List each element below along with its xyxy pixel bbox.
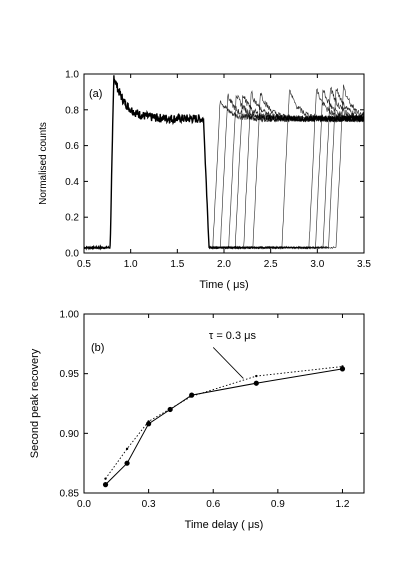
b-y-tick-label: 0.95	[60, 369, 80, 380]
panel-a-y-ticks: 0.0 0.2 0.4 0.6 0.8 1.0	[65, 70, 364, 260]
a-y-tick-label: 0.6	[65, 141, 79, 152]
a-x-tick-label: 0.5	[77, 259, 91, 270]
panel-b-y-ticks: 0.85 0.90 0.95 1.00	[60, 310, 364, 500]
panel-a-y-axis-label: Normalised counts	[38, 122, 49, 205]
b-x-tick-label: 0.6	[206, 499, 220, 510]
panel-b-measured-point	[253, 380, 259, 386]
panel-a-second-pulse-trace	[208, 84, 365, 250]
a-y-tick-label: 0.2	[65, 213, 79, 224]
a-y-tick-label: 0.8	[65, 105, 79, 116]
a-x-tick-label: 3.0	[310, 259, 324, 270]
b-x-tick-label: 0.3	[142, 499, 156, 510]
panel-b-fit-point	[125, 447, 129, 451]
panel-b-measured-point	[102, 482, 109, 488]
panel-a-label: (a)	[89, 88, 102, 100]
b-y-tick-label: 0.85	[60, 489, 80, 500]
panel-b-measured-point	[167, 406, 173, 413]
a-y-tick-label: 0.4	[65, 177, 79, 188]
a-y-tick-label: 1.0	[65, 70, 79, 81]
a-x-tick-label: 3.5	[357, 259, 371, 270]
panel-b-measured-point	[339, 366, 346, 372]
panel-b-y-axis-label: Second peak recovery	[29, 348, 41, 458]
panel-b: 0.0 0.3 0.6 0.9 1.2 0.85 0.90 0.95 1.00 τ = 0.3…	[29, 310, 365, 531]
panel-b-fit-line	[105, 366, 343, 479]
a-y-tick-label: 0.0	[65, 249, 79, 260]
panel-b-annotation-pointer	[212, 347, 244, 379]
panel-b-frame	[83, 313, 365, 494]
b-x-tick-label: 1.2	[336, 499, 350, 510]
panel-b-measured-point	[189, 392, 195, 398]
b-y-tick-label: 1.00	[60, 310, 80, 321]
panel-b-x-axis-label: Time delay ( μs)	[185, 519, 264, 531]
panel-b-label: (b)	[91, 342, 104, 354]
panel-a-traces	[83, 75, 365, 251]
a-x-tick-label: 1.5	[170, 259, 184, 270]
a-x-tick-label: 2.5	[264, 259, 278, 270]
b-y-tick-label: 0.90	[60, 429, 80, 440]
panel-b-series	[102, 365, 346, 488]
panel-b-measured-point	[146, 421, 152, 427]
panel-b-x-ticks: 0.0 0.3 0.6 0.9 1.2	[77, 314, 350, 510]
panel-b-fit-point	[104, 477, 107, 480]
a-x-tick-label: 2.0	[217, 259, 231, 270]
panel-b-fit-point	[255, 374, 258, 378]
panel-a-x-ticks: 0.5 1.0 1.5 2.0 2.5 3.0 3.5	[77, 74, 371, 270]
b-x-tick-label: 0.0	[77, 499, 91, 510]
panel-a-x-axis-label: Time ( μs)	[199, 279, 248, 291]
a-x-tick-label: 1.0	[124, 259, 138, 270]
panel-b-measured-point	[124, 460, 130, 466]
panel-a: 0.5 1.0 1.5 2.0 2.5 3.0 3.5 0.0 0.2 0.4 0.6 0.8 1.0…	[38, 70, 371, 292]
panel-b-annotation: τ = 0.3 μs	[209, 330, 257, 342]
panel-a-first-pulse-trace	[83, 75, 210, 251]
b-x-tick-label: 0.9	[271, 499, 285, 510]
